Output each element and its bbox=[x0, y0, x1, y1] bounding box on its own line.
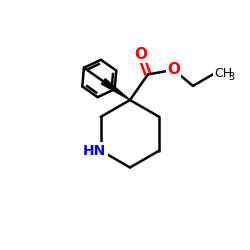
Polygon shape bbox=[102, 79, 130, 100]
Text: 3: 3 bbox=[228, 72, 234, 82]
Text: O: O bbox=[167, 62, 180, 77]
Text: CH: CH bbox=[214, 67, 232, 80]
Text: HN: HN bbox=[83, 144, 106, 158]
Text: O: O bbox=[134, 47, 147, 62]
